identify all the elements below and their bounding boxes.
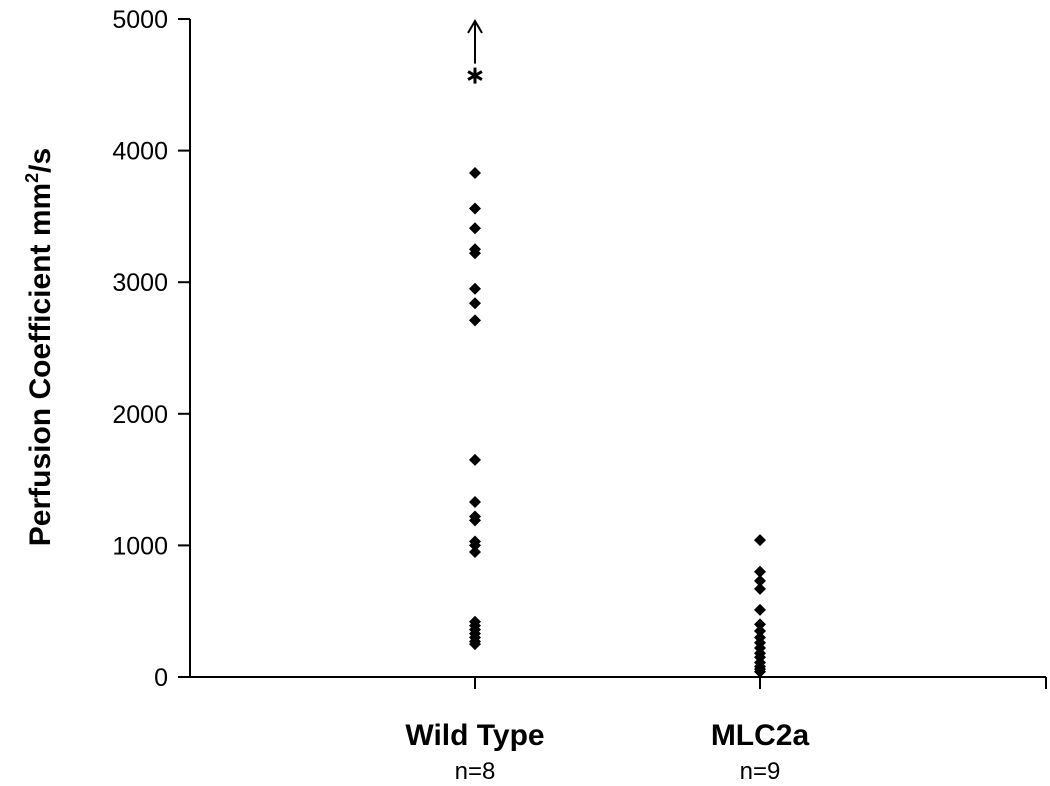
outlier-group bbox=[467, 19, 483, 84]
svg-text:Perfusion Coefficient mm2/s: Perfusion Coefficient mm2/s bbox=[22, 148, 57, 546]
y-tick-label: 0 bbox=[154, 664, 168, 692]
data-point bbox=[469, 545, 481, 558]
data-point bbox=[469, 247, 481, 260]
data-point bbox=[469, 453, 481, 466]
y-axis-label-superscript: 2 bbox=[22, 173, 42, 183]
y-tick-label: 1000 bbox=[112, 532, 168, 560]
x-category-label: Wild Type bbox=[405, 719, 544, 752]
data-point bbox=[754, 665, 766, 678]
y-axis-label: Perfusion Coefficient mm2/s bbox=[22, 148, 57, 546]
x-category-label: MLC2a bbox=[711, 719, 810, 752]
data-point bbox=[754, 582, 766, 595]
data-point bbox=[754, 624, 766, 637]
data-point bbox=[469, 539, 481, 552]
data-point bbox=[469, 297, 481, 310]
outlier-arrow-head bbox=[467, 19, 483, 34]
y-tick-label: 5000 bbox=[112, 6, 168, 34]
outlier-asterisk bbox=[467, 67, 483, 84]
y-axis-label-main: Perfusion Coefficient mm bbox=[24, 183, 57, 546]
data-point bbox=[469, 495, 481, 508]
outlier-asterisk-stroke bbox=[467, 70, 483, 81]
data-point bbox=[754, 534, 766, 547]
data-points bbox=[469, 166, 766, 678]
x-category-count: n=9 bbox=[740, 758, 781, 785]
data-point bbox=[469, 202, 481, 215]
y-tick-label: 3000 bbox=[112, 269, 168, 297]
data-point bbox=[469, 282, 481, 295]
data-point bbox=[754, 618, 766, 631]
data-point bbox=[754, 603, 766, 616]
y-ticks: 0 1000 2000 3000 4000 5000 bbox=[112, 6, 190, 692]
data-point bbox=[469, 514, 481, 527]
data-point bbox=[469, 638, 481, 651]
data-point bbox=[469, 166, 481, 179]
y-tick-label: 2000 bbox=[112, 401, 168, 429]
y-tick-label: 4000 bbox=[112, 138, 168, 166]
x-category-count: n=8 bbox=[455, 758, 496, 785]
data-point bbox=[469, 222, 481, 235]
x-categories: Wild Type n=8 MLC2a n=9 bbox=[405, 677, 809, 785]
axes bbox=[189, 19, 1047, 689]
data-point bbox=[754, 574, 766, 587]
data-point bbox=[469, 314, 481, 327]
y-axis-label-tail: /s bbox=[24, 148, 57, 173]
data-point bbox=[754, 565, 766, 578]
